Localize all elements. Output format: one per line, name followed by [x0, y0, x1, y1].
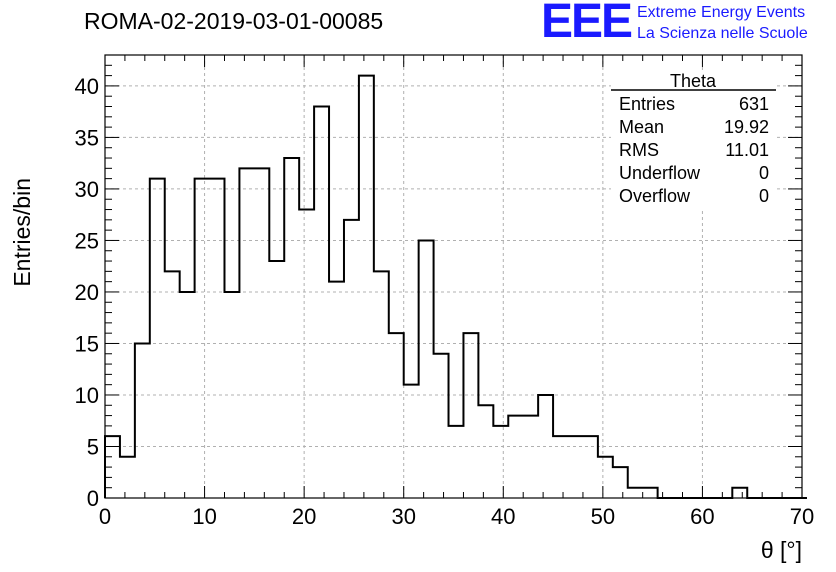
x-tick-label: 60 — [690, 504, 714, 529]
axis-ticks — [104, 54, 803, 499]
x-axis-label: θ [°] — [761, 537, 802, 563]
stats-row-value: 631 — [739, 94, 769, 114]
y-tick-label: 35 — [75, 125, 99, 150]
x-tick-label: 40 — [491, 504, 515, 529]
x-tick-labels: 0 10 20 30 40 50 60 70 — [99, 504, 814, 529]
stats-row-label: Mean — [619, 117, 664, 137]
stats-box: Theta Entries 631 Mean 19.92 RMS 11.01 Underfl… — [611, 71, 776, 210]
y-tick-label: 0 — [87, 486, 99, 511]
stats-row-label: Overflow — [619, 186, 691, 206]
histogram-series — [104, 74, 807, 499]
stats-row-label: Underflow — [619, 163, 701, 183]
y-tick-label: 10 — [75, 383, 99, 408]
plot-frame — [104, 54, 803, 499]
stats-row-label: RMS — [619, 140, 659, 160]
y-tick-label: 20 — [75, 280, 99, 305]
stats-row-value: 0 — [759, 163, 769, 183]
stats-row-value: 19.92 — [724, 117, 769, 137]
grid-lines — [105, 55, 802, 498]
logo-subtitle-1: Extreme Energy Events — [637, 4, 806, 21]
logo-subtitle-2: La Scienza nelle Scuole — [637, 25, 808, 42]
stats-row-value: 11.01 — [725, 140, 769, 160]
x-tick-label: 10 — [192, 504, 216, 529]
run-title: ROMA-02-2019-03-01-00085 — [84, 8, 384, 34]
x-tick-label: 20 — [292, 504, 316, 529]
x-tick-label: 0 — [99, 504, 111, 529]
stats-row-value: 0 — [759, 186, 769, 206]
y-tick-label: 30 — [75, 177, 99, 202]
y-tick-label: 40 — [75, 74, 99, 99]
stats-row-label: Entries — [619, 94, 675, 114]
y-axis-label: Entries/bin — [9, 178, 35, 287]
y-tick-label: 15 — [75, 331, 99, 356]
y-tick-label: 5 — [87, 434, 99, 459]
stats-title: Theta — [670, 71, 717, 91]
y-tick-label: 25 — [75, 228, 99, 253]
y-tick-labels: 0 5 10 15 20 25 30 35 40 — [75, 74, 99, 511]
x-tick-label: 70 — [790, 504, 814, 529]
x-tick-label: 30 — [391, 504, 415, 529]
eee-logo: EEE — [541, 0, 633, 48]
x-tick-label: 50 — [591, 504, 615, 529]
